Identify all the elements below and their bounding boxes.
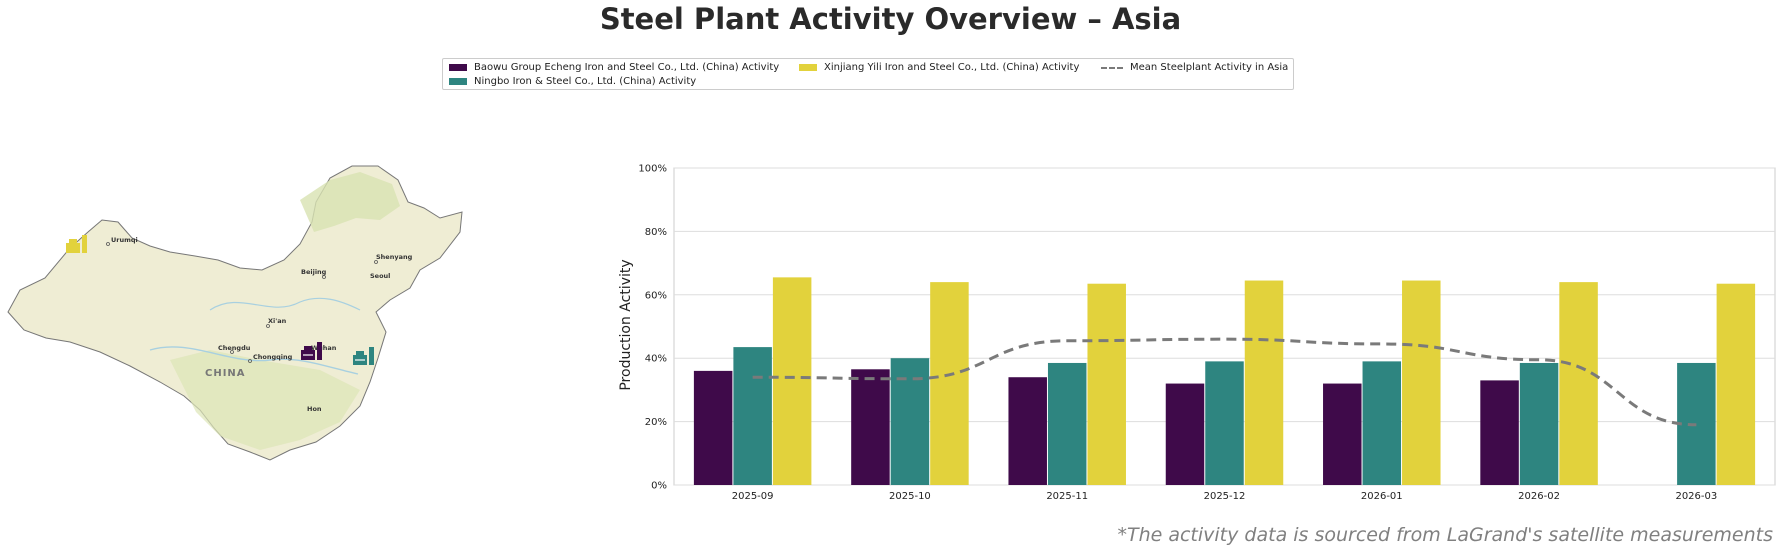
x-tick-label: 2026-03 [1675, 491, 1717, 502]
dot-beijing [322, 275, 326, 279]
legend-item-ningbo: Ningbo Iron & Steel Co., Ltd. (China) Ac… [449, 76, 696, 87]
x-tick-label: 2025-12 [1204, 491, 1246, 502]
legend-dash-mean [1101, 66, 1123, 69]
bar-series-2-2025-10 [930, 282, 969, 485]
china-map: CHINA Urumqi Beijing Shenyang Xi'an Chen… [7, 165, 463, 461]
bar-series-1-2025-09 [733, 347, 772, 485]
dot-chengdu [230, 350, 234, 354]
y-tick-label: 0% [651, 481, 667, 492]
map-city-labels: Urumqi Beijing Shenyang Xi'an Chengdu Ch… [111, 236, 413, 413]
dot-chongqing [248, 359, 252, 363]
bar-series-1-2026-01 [1362, 361, 1402, 485]
y-tick-label: 20% [645, 417, 667, 428]
dot-shenyang [374, 260, 378, 264]
bar-series-0-2025-09 [693, 370, 733, 485]
chart-legend: Baowu Group Echeng Iron and Steel Co., L… [442, 58, 1294, 90]
legend-item-mean: Mean Steelplant Activity in Asia [1101, 62, 1288, 73]
legend-swatch-xinjiang [799, 64, 817, 71]
factory-icon-roof [69, 239, 77, 244]
factory-icon [353, 347, 374, 365]
x-tick-label: 2025-09 [732, 491, 774, 502]
factory-icon-roof [356, 351, 364, 356]
river-yangtze [149, 346, 359, 375]
legend-label-xinjiang: Xinjiang Yili Iron and Steel Co., Ltd. (… [824, 62, 1080, 73]
legend-label-baowu: Baowu Group Echeng Iron and Steel Co., L… [474, 62, 780, 73]
factory-icon-chimney [317, 342, 322, 360]
factory-icon [301, 342, 322, 360]
factory-icon-windows [355, 359, 365, 361]
factory-icon-roof [304, 346, 312, 351]
bar-series-0-2025-12 [1165, 383, 1205, 485]
legend-label-mean: Mean Steelplant Activity in Asia [1130, 62, 1289, 73]
bar-series-1-2025-12 [1205, 361, 1244, 485]
city-seoul: Seoul [370, 272, 390, 280]
bar-series-2-2026-01 [1402, 280, 1441, 485]
production-activity-chart: 0% 20% 40% 60% 80% 100% 2025-09 2025-10 2025-11 2… [618, 164, 1776, 503]
legend-item-baowu: Baowu Group Echeng Iron and Steel Co., L… [449, 62, 779, 73]
bar-series-0-2025-11 [1008, 377, 1047, 485]
factory-icon-chimney [369, 347, 374, 365]
city-wuhan: Wuhan [311, 344, 337, 352]
footnote: *The activity data is sourced from LaGra… [1117, 524, 1773, 546]
bar-series-0-2026-02 [1480, 380, 1519, 485]
legend-label-ningbo: Ningbo Iron & Steel Co., Ltd. (China) Ac… [474, 76, 697, 87]
bar-series-1-2025-10 [890, 358, 930, 485]
x-tick-label: 2026-02 [1518, 491, 1560, 502]
bar-series-0-2025-10 [851, 369, 890, 485]
southern-shading [170, 350, 360, 450]
bar-series-2-2026-03 [1716, 283, 1756, 485]
map-city-dots [106, 242, 378, 363]
dot-urumqi [106, 242, 110, 246]
factory-icon-windows [303, 354, 313, 356]
bar-series-1-2025-11 [1047, 362, 1087, 485]
bar-series-2-2025-11 [1087, 283, 1126, 485]
bar-series-2-2025-12 [1244, 280, 1284, 485]
page-title: Steel Plant Activity Overview – Asia [599, 2, 1182, 36]
y-tick-label: 100% [638, 164, 667, 175]
factory-icon-chimney [82, 235, 87, 253]
x-tick-label: 2026-01 [1361, 491, 1403, 502]
legend-swatch-ningbo [449, 78, 467, 85]
x-tick-label: 2025-10 [889, 491, 931, 502]
chart-tick-labels: 0% 20% 40% 60% 80% 100% 2025-09 2025-10 2025-11 2… [638, 164, 1717, 503]
bar-series-1-2026-02 [1519, 362, 1559, 485]
legend-item-xinjiang: Xinjiang Yili Iron and Steel Co., Ltd. (… [799, 62, 1079, 73]
factory-icon [66, 235, 87, 253]
legend-swatch-baowu [449, 64, 467, 71]
factory-icon-body [66, 243, 80, 253]
city-shenyang: Shenyang [376, 253, 413, 261]
y-tick-label: 60% [645, 290, 667, 301]
bar-series-0-2026-01 [1323, 383, 1362, 485]
x-tick-label: 2025-11 [1046, 491, 1088, 502]
city-urumqi: Urumqi [111, 236, 138, 244]
bar-series-2-2026-02 [1559, 282, 1598, 485]
city-chengdu: Chengdu [218, 344, 251, 352]
chart-bars [693, 277, 1756, 485]
river-yellow [209, 297, 361, 311]
forest-shading [300, 172, 400, 232]
y-tick-label: 80% [645, 227, 667, 238]
dot-xian [266, 324, 270, 328]
y-tick-label: 40% [645, 354, 667, 365]
city-beijing: Beijing [301, 268, 327, 276]
chart-ylabel: Production Activity [618, 259, 634, 390]
city-chongqing: Chongqing [253, 353, 293, 361]
bar-series-2-2025-09 [772, 277, 812, 485]
city-hon: Hon [307, 405, 322, 413]
city-xian: Xi'an [268, 317, 287, 325]
map-country-label: CHINA [205, 368, 246, 379]
